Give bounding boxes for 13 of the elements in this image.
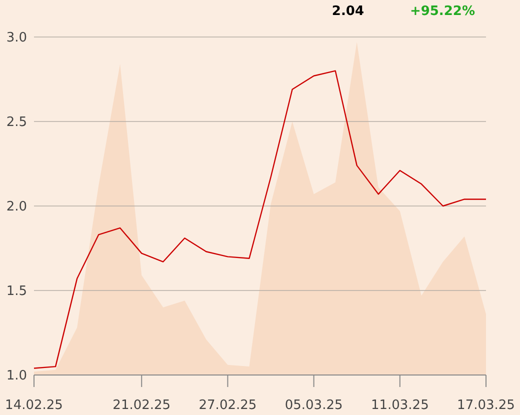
text: +95.22% <box>410 4 475 19</box>
x-tick-label: 05.03.25 <box>284 398 343 413</box>
x-tick-label: 17.03.25 <box>457 398 515 413</box>
y-tick-label: 3.0 <box>6 30 27 46</box>
y-tick-label: 2.5 <box>6 115 27 130</box>
text: 2.04 <box>332 4 364 19</box>
x-tick-label: 11.03.25 <box>370 398 429 413</box>
y-tick-label: 2.0 <box>6 200 27 215</box>
x-tick-label: 14.02.25 <box>5 398 63 413</box>
x-tick-label: 27.02.25 <box>198 398 257 413</box>
y-tick-label: 1.5 <box>6 284 27 300</box>
y-tick-label: 1.0 <box>6 368 27 384</box>
x-tick-label: 21.02.25 <box>112 398 171 413</box>
